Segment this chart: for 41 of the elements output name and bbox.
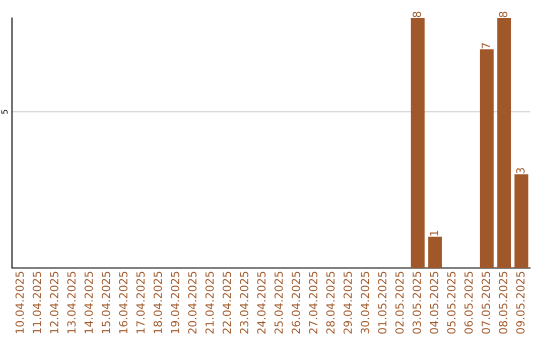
- x-tick-label: 30.04.2025: [360, 272, 370, 334]
- x-tick-label: 23.04.2025: [240, 272, 248, 334]
- x-tick-label: 20.04.2025: [188, 272, 197, 334]
- bar: [410, 18, 425, 268]
- x-tick-label: 14.04.2025: [84, 272, 93, 334]
- data-label: 8: [498, 12, 508, 18]
- x-tick-label: 21.04.2025: [205, 272, 214, 334]
- x-tick-label: 13.04.2025: [67, 272, 76, 334]
- x-tick-label: 03.05.2025: [412, 272, 421, 334]
- x-tick-label: 15.04.2025: [102, 272, 110, 334]
- bar: [480, 49, 494, 268]
- x-tick-label: 07.05.2025: [482, 272, 490, 334]
- x-tick-label: 16.04.2025: [119, 272, 128, 334]
- data-label: 7: [482, 43, 490, 48]
- bar: [428, 236, 442, 268]
- x-tick-label: 02.05.2025: [395, 272, 404, 334]
- x-tick-label: 10.04.2025: [15, 272, 24, 334]
- x-tick-label: 18.04.2025: [154, 272, 162, 334]
- x-tick-label: 28.04.2025: [326, 272, 335, 334]
- data-label: 8: [412, 12, 421, 18]
- x-tick-label: 04.05.2025: [430, 272, 438, 334]
- x-tick-label: 17.04.2025: [136, 272, 145, 334]
- x-tick-label: 08.05.2025: [498, 272, 508, 334]
- x-tick-label: 26.04.2025: [292, 272, 300, 334]
- y-tick-label: 5: [1, 110, 8, 114]
- x-tick-label: 22.04.2025: [222, 272, 232, 334]
- bar: [514, 174, 528, 268]
- x-tick-label: 05.05.2025: [447, 272, 456, 334]
- data-label: 3: [516, 168, 525, 174]
- x-tick-label: 19.04.2025: [170, 272, 180, 334]
- x-tick-label: 01.05.2025: [378, 272, 386, 334]
- x-tick-label: 11.04.2025: [32, 272, 42, 334]
- x-tick-label: 24.04.2025: [257, 272, 266, 334]
- x-tick-label: 29.04.2025: [344, 272, 352, 334]
- x-tick-label: 06.05.2025: [464, 272, 473, 334]
- x-tick-label: 25.04.2025: [274, 272, 283, 334]
- x-tick-label: 09.05.2025: [516, 272, 525, 334]
- x-tick-label: 27.04.2025: [308, 272, 318, 334]
- bar: [497, 18, 512, 268]
- x-tick-label: 12.04.2025: [50, 272, 58, 334]
- data-label: 1: [430, 230, 438, 236]
